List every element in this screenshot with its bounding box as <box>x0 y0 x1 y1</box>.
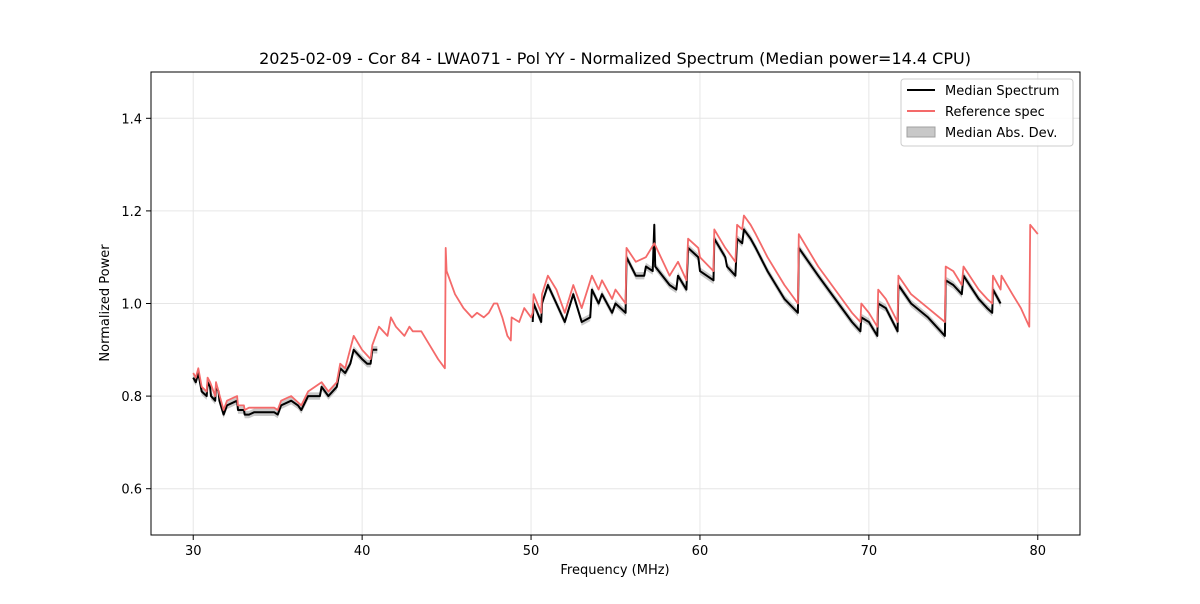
x-axis-label: Frequency (MHz) <box>560 563 669 578</box>
x-tick-label: 50 <box>523 544 540 559</box>
y-axis-ticks: 0.6 0.8 1.0 1.2 1.4 <box>121 112 151 498</box>
median-spectrum-line <box>192 348 378 416</box>
x-tick-label: 80 <box>1029 544 1046 559</box>
legend-box <box>900 78 1074 147</box>
legend-reference-label: Reference spec <box>945 105 1045 120</box>
x-tick-label: 30 <box>185 544 202 559</box>
median-spectrum-layer <box>192 223 1002 416</box>
legend-median-label: Median Spectrum <box>945 84 1059 99</box>
x-tick-label: 60 <box>692 544 709 559</box>
y-tick-label: 1.0 <box>121 298 142 313</box>
y-tick-label: 0.6 <box>121 483 142 498</box>
y-axis-label: Normalized Power <box>98 244 113 362</box>
y-tick-label: 1.4 <box>121 112 142 127</box>
reference-spec-line <box>192 214 1039 411</box>
x-tick-label: 40 <box>354 544 371 559</box>
legend-mad-label: Median Abs. Dev. <box>945 126 1057 141</box>
y-tick-label: 0.8 <box>121 390 142 405</box>
median-spectrum-line <box>531 223 1002 337</box>
legend: Median Spectrum Reference spec Median Ab… <box>900 78 1074 147</box>
chart-title: 2025-02-09 - Cor 84 - LWA071 - Pol YY - … <box>259 49 971 68</box>
reference-spec-layer <box>192 214 1039 411</box>
x-tick-label: 70 <box>861 544 878 559</box>
y-tick-label: 1.2 <box>121 205 142 220</box>
x-axis-ticks: 30 40 50 60 70 80 <box>185 535 1046 559</box>
mad-band <box>532 221 1001 340</box>
legend-mad-swatch <box>906 126 936 138</box>
